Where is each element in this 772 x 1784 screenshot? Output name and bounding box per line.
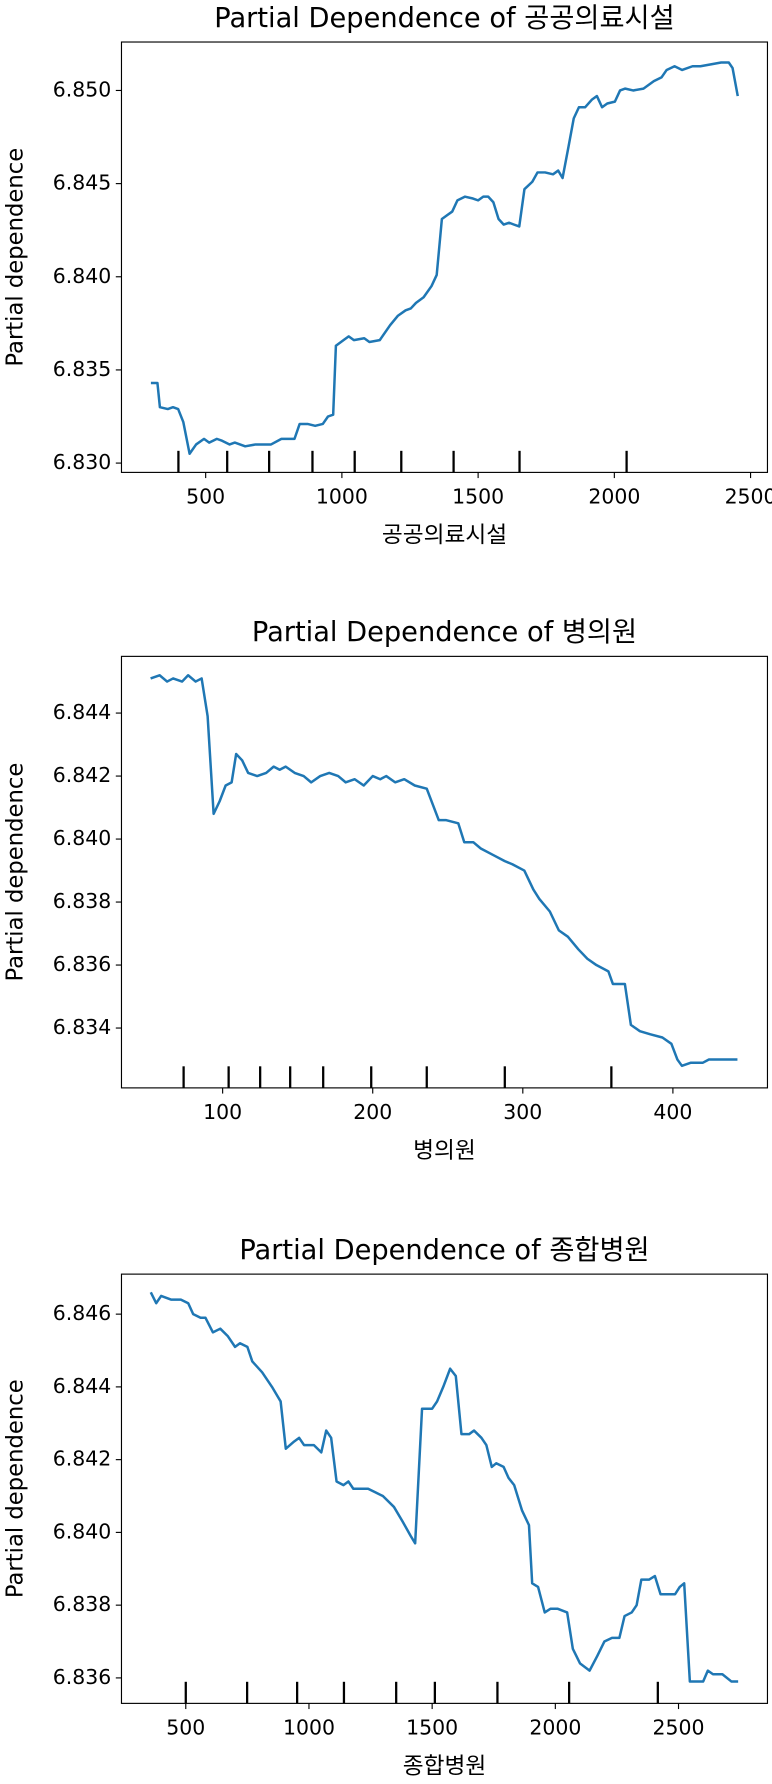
- y-tick-label: 6.835: [53, 357, 111, 381]
- y-tick-label: 6.846: [53, 1301, 111, 1325]
- y-tick-label: 6.840: [53, 264, 111, 288]
- y-tick-label: 6.845: [53, 171, 111, 195]
- y-tick-label: 6.830: [53, 450, 111, 474]
- x-axis-label: 병의원: [413, 1138, 476, 1164]
- y-tick-label: 6.842: [53, 763, 111, 787]
- y-tick-label: 6.836: [53, 1665, 111, 1689]
- pd-line: [150, 61, 739, 456]
- y-tick-label: 6.836: [53, 952, 111, 976]
- y-tick-label: 6.850: [53, 77, 111, 101]
- y-tick-label: 6.840: [53, 826, 111, 850]
- pd-line: [149, 1291, 739, 1683]
- y-tick-label: 6.834: [53, 1015, 111, 1039]
- x-tick-label: 1000: [316, 484, 368, 508]
- y-tick-label: 6.844: [53, 1374, 111, 1398]
- y-axis-label: Partial dependence: [2, 148, 28, 367]
- x-tick-label: 2000: [529, 1715, 581, 1739]
- y-tick-label: 6.838: [53, 889, 111, 913]
- chart-title: Partial Dependence of 공공의료시설: [214, 3, 674, 34]
- x-axis-label: 공공의료시설: [382, 522, 507, 548]
- x-tick-label: 2000: [588, 484, 640, 508]
- chart-title: Partial Dependence of 병의원: [252, 617, 637, 648]
- x-tick-label: 400: [653, 1100, 692, 1124]
- y-axis-label: Partial dependence: [2, 1379, 28, 1598]
- chart-title: Partial Dependence of 종합병원: [239, 1235, 649, 1266]
- x-tick-label: 2500: [653, 1715, 705, 1739]
- y-tick-label: 6.842: [53, 1447, 111, 1471]
- pd-line: [150, 674, 738, 1068]
- x-tick-label: 500: [186, 484, 225, 508]
- x-tick-label: 2500: [725, 484, 772, 508]
- y-tick-label: 6.840: [53, 1519, 111, 1543]
- y-tick-label: 6.838: [53, 1592, 111, 1616]
- x-axis-label: 종합병원: [403, 1753, 486, 1779]
- axes-frame: [120, 655, 769, 1089]
- y-tick-label: 6.844: [53, 700, 111, 724]
- x-tick-label: 100: [203, 1100, 242, 1124]
- x-tick-label: 500: [166, 1715, 205, 1739]
- y-axis-label: Partial dependence: [2, 763, 28, 982]
- x-tick-label: 1500: [406, 1715, 458, 1739]
- axes-frame: [120, 41, 769, 473]
- x-tick-label: 300: [503, 1100, 542, 1124]
- axes-frame: [120, 1273, 769, 1704]
- x-tick-label: 1000: [283, 1715, 335, 1739]
- x-tick-label: 1500: [452, 484, 504, 508]
- x-tick-label: 200: [353, 1100, 392, 1124]
